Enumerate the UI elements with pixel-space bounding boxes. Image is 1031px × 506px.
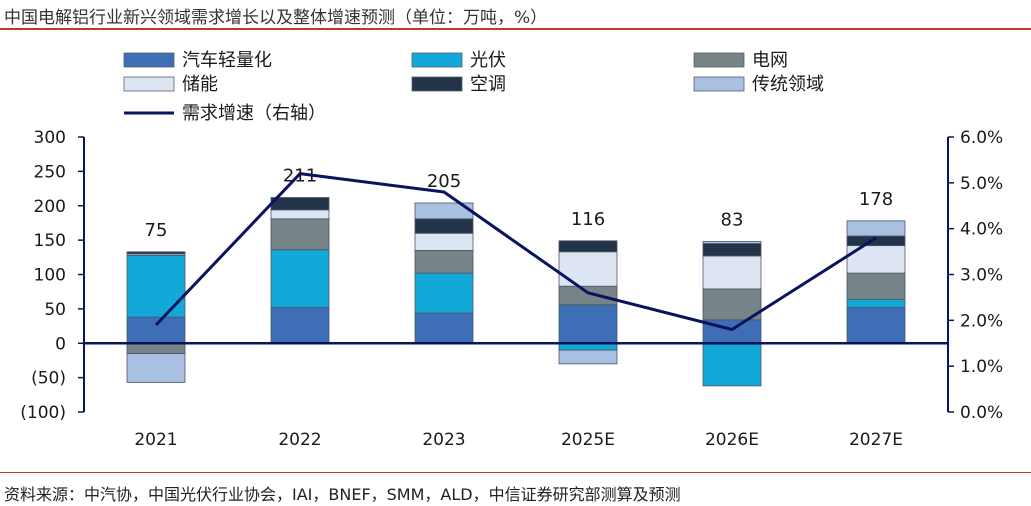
y-tick-label: 100 [34, 266, 66, 286]
bar-segment [414, 232, 474, 251]
bar-segment [558, 304, 618, 344]
y2-tick-label: 6.0% [960, 128, 1003, 148]
x-tick-label: 2027E [849, 430, 903, 450]
bar-segment [558, 349, 618, 365]
data-label: 178 [859, 189, 893, 210]
bar-segment [702, 241, 762, 244]
legend-label: 需求增速（右轴） [182, 103, 326, 124]
bar-segment [702, 342, 762, 387]
bar-segment [270, 209, 330, 220]
x-tick-label: 2023 [422, 430, 465, 450]
bar-segment [702, 288, 762, 321]
y2-tick-label: 4.0% [960, 220, 1003, 240]
y-tick-label: (50) [31, 369, 66, 389]
legend-swatch [693, 52, 745, 68]
y-tick-label: 300 [34, 128, 66, 148]
title-rule [0, 28, 1031, 30]
legend-swatch [693, 76, 745, 92]
bar-segment [702, 243, 762, 257]
bar-segment [270, 307, 330, 344]
legend-label: 汽车轻量化 [182, 50, 272, 71]
bar-segment [414, 218, 474, 234]
data-label: 211 [283, 166, 317, 187]
axes: (100) (50) 0 50 100 150 200 250 300 0.0% 1.0% 2.0% 3… [20, 128, 1003, 450]
legend-label: 空调 [470, 74, 506, 95]
chart-title: 中国电解铝行业新兴领域需求增长以及整体增速预测（单位：万吨，%） [4, 8, 548, 28]
y2-tick-label: 0.0% [960, 403, 1003, 423]
bar-segment [558, 240, 618, 253]
y-tick-label: 250 [34, 162, 66, 182]
data-label: 116 [571, 209, 605, 230]
legend-swatch [123, 76, 175, 92]
bar-segment [846, 307, 906, 344]
bar-segment [126, 316, 186, 344]
bars [126, 197, 906, 387]
legend-label: 储能 [182, 74, 218, 95]
bar-segment [126, 254, 186, 318]
legend-swatch [411, 52, 463, 68]
legend-swatch [123, 52, 175, 68]
y2-tick-label: 1.0% [960, 357, 1003, 377]
bar-segment [126, 251, 186, 255]
bar-segment [558, 251, 618, 287]
data-label: 83 [721, 210, 744, 231]
y2-tick-label: 3.0% [960, 266, 1003, 286]
bar-segment [414, 312, 474, 344]
y-tick-label: 200 [34, 197, 66, 217]
bar-segment [270, 249, 330, 308]
bar-segment [846, 298, 906, 308]
bar-segment [846, 272, 906, 300]
y-tick-label: 50 [44, 300, 66, 320]
data-labels: 75 211 205 116 83 178 [145, 166, 894, 241]
bar-segment [414, 250, 474, 274]
legend-label: 光伏 [470, 50, 506, 71]
data-label: 75 [145, 220, 168, 241]
data-label: 205 [427, 171, 461, 192]
y-tick-label: 0 [55, 334, 66, 354]
growth-line [154, 172, 877, 331]
x-tick-label: 2021 [134, 430, 177, 450]
legend-swatch [411, 76, 463, 92]
bar-segment [846, 235, 906, 247]
bar-segment [270, 218, 330, 251]
bar-segment [414, 272, 474, 314]
y-tick-label: (100) [20, 403, 66, 423]
x-tick-label: 2022 [278, 430, 321, 450]
bar-segment [558, 285, 618, 306]
legend-label: 电网 [752, 50, 788, 71]
growth-line-path [154, 172, 877, 331]
y2-tick-label: 5.0% [960, 174, 1003, 194]
bar-segment [126, 353, 186, 383]
legend-label: 传统领域 [752, 74, 824, 95]
y-tick-label: 150 [34, 231, 66, 251]
bar-segment [846, 220, 906, 237]
source-note: 资料来源：中汽协，中国光伏行业协会，IAI，BNEF，SMM，ALD，中信证券研… [4, 485, 681, 504]
y2-tick-label: 2.0% [960, 311, 1003, 331]
source-rule [0, 472, 1031, 473]
bar-segment [270, 197, 330, 211]
x-tick-label: 2026E [705, 430, 759, 450]
bar-segment [126, 342, 186, 354]
x-tick-label: 2025E [561, 430, 615, 450]
bar-segment [702, 255, 762, 290]
